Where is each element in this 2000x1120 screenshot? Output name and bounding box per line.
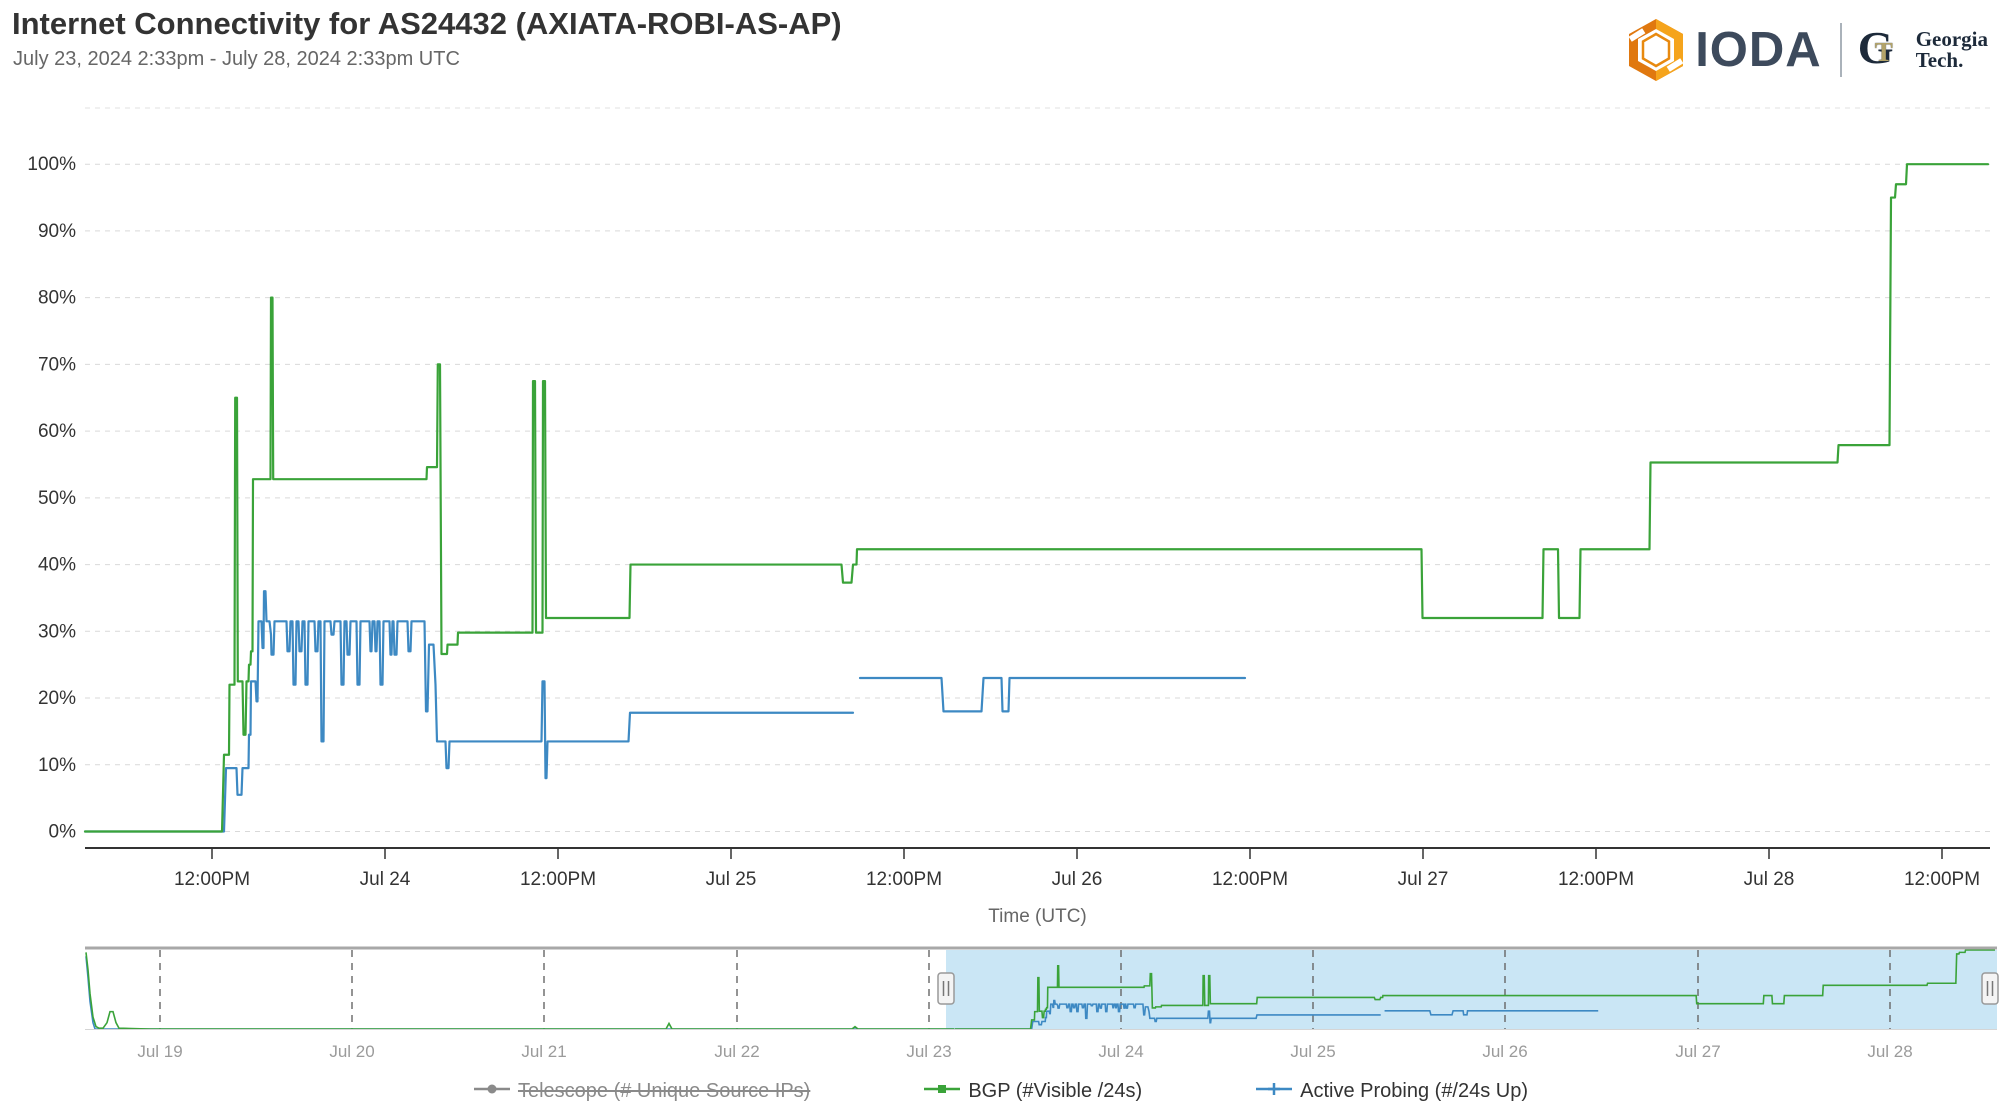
navigator-axis-label: Jul 20 — [329, 1042, 374, 1061]
ioda-logo-text: IODA — [1695, 23, 1822, 77]
y-axis-label: 10% — [38, 755, 76, 776]
gt-text-line2: Tech. — [1915, 48, 1964, 72]
legend-label: BGP (#Visible /24s) — [968, 1079, 1143, 1102]
navigator-active-probing-line — [954, 999, 1381, 1030]
navigator-axis-label: Jul 21 — [521, 1042, 566, 1061]
navigator-axis-label: Jul 22 — [714, 1042, 759, 1061]
gt-text-line1: Georgia — [1915, 27, 1988, 51]
x-axis-tick-label: Jul 27 — [1398, 869, 1449, 890]
navigator-axis-label: Jul 24 — [1098, 1042, 1143, 1061]
y-axis-label: 30% — [38, 621, 76, 642]
ioda-logo-icon — [1628, 19, 1684, 81]
georgia-tech-logo-text: Georgia Tech. — [1916, 29, 1988, 71]
navigator-bgp-line — [85, 952, 954, 1030]
x-axis-title: Time (UTC) — [988, 906, 1087, 927]
x-axis-tick-label: 12:00PM — [174, 869, 250, 890]
navigator-bgp-line — [954, 949, 1995, 1030]
navigator-right-handle[interactable] — [1981, 972, 1999, 1005]
active-probing-series-line — [83, 590, 855, 833]
x-axis-tick-label: 12:00PM — [1212, 869, 1288, 890]
active-probing-series-line — [858, 676, 1247, 713]
y-axis-label: 60% — [38, 421, 76, 442]
date-range-subtitle: July 23, 2024 2:33pm - July 28, 2024 2:3… — [13, 48, 460, 70]
y-axis-label: 0% — [49, 822, 77, 843]
x-axis-tick-label: Jul 24 — [360, 869, 411, 890]
x-axis-tick-label: Jul 25 — [706, 869, 757, 890]
active-probing-series-marker-icon — [1254, 1079, 1294, 1104]
gt-logo-t: T — [1874, 37, 1893, 67]
navigator-axis-label: Jul 25 — [1290, 1042, 1335, 1061]
bgp-series-line — [83, 163, 1990, 833]
y-axis-label: 70% — [38, 354, 76, 375]
navigator-active-probing-line — [85, 956, 954, 1030]
y-axis-label: 50% — [38, 488, 76, 509]
navigator-axis-label: Jul 23 — [906, 1042, 951, 1061]
navigator-axis-label: Jul 27 — [1675, 1042, 1720, 1061]
gt-logo-g: G — [1857, 22, 1894, 73]
legend-label: Telescope (# Unique Source IPs) — [517, 1079, 811, 1102]
navigator-selected-range[interactable] — [946, 950, 1997, 1029]
page-title: Internet Connectivity for AS24432 (AXIAT… — [12, 6, 842, 41]
x-axis-tick-label: 12:00PM — [520, 869, 596, 890]
x-axis-tick-label: Jul 26 — [1052, 869, 1103, 890]
navigator-axis-label: Jul 26 — [1482, 1042, 1527, 1061]
telescope-series-marker-icon — [472, 1079, 512, 1104]
navigator[interactable]: Jul 19 Jul 20 Jul 21 Jul 22 Jul 23 Jul 24 Jul … — [85, 946, 1999, 1061]
legend-label: Active Probing (#/24s Up) — [1300, 1079, 1529, 1102]
legend-item-bgp[interactable]: BGP (#Visible /24s) — [922, 1079, 1142, 1104]
bgp-series-marker-icon — [922, 1079, 962, 1104]
header: Internet Connectivity for AS24432 (AXIAT… — [0, 0, 2000, 95]
chart-legend: Telescope (# Unique Source IPs) BGP (#Vi… — [0, 1070, 2000, 1112]
main-plot: 0% 10% 20% 30% 40% 50% 60% 70% 80% 90% 100% 12:00PM… — [27, 107, 1990, 927]
y-axis-label: 80% — [38, 288, 76, 309]
y-axis-label: 90% — [38, 221, 76, 242]
x-axis-tick-label: 12:00PM — [866, 869, 942, 890]
y-axis-label: 20% — [38, 688, 76, 709]
x-axis-tick-label: 12:00PM — [1904, 869, 1980, 890]
legend-item-active-probing[interactable]: Active Probing (#/24s Up) — [1254, 1079, 1528, 1104]
y-axis-label: 100% — [27, 154, 76, 175]
y-axis-label: 40% — [38, 555, 76, 576]
x-axis-tick-label: Jul 28 — [1744, 869, 1795, 890]
x-axis-tick-label: 12:00PM — [1558, 869, 1634, 890]
navigator-axis-label: Jul 28 — [1867, 1042, 1912, 1061]
navigator-active-probing-line — [1384, 1010, 1599, 1016]
logo-divider — [1839, 23, 1842, 77]
legend-item-telescope[interactable]: Telescope (# Unique Source IPs) — [472, 1079, 810, 1104]
navigator-left-handle[interactable] — [937, 972, 955, 1005]
navigator-axis-label: Jul 19 — [137, 1042, 182, 1061]
